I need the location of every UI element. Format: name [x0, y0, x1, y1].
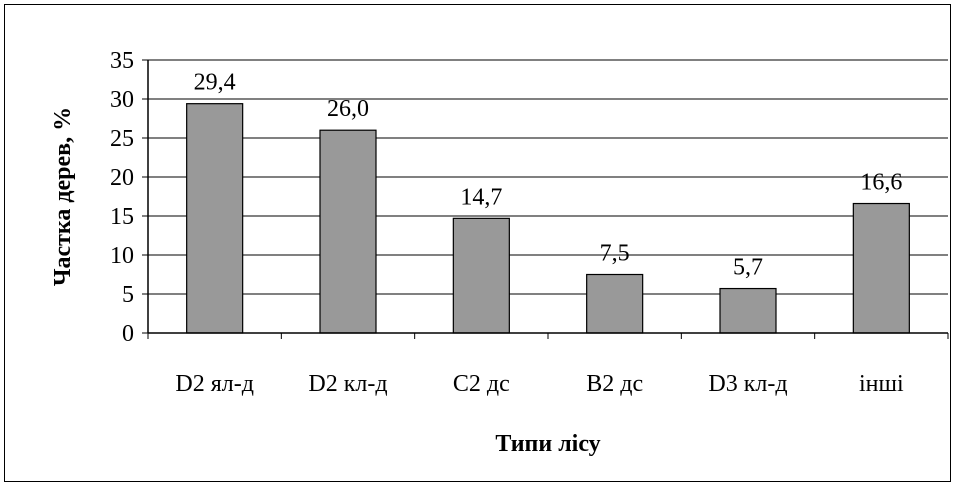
- x-tick-label: інші: [859, 371, 904, 397]
- y-axis-title: Частка дерев, %: [50, 107, 76, 286]
- y-tick-label: 10: [110, 243, 134, 269]
- bar: [852, 202, 910, 334]
- y-tick-label: 0: [122, 321, 134, 347]
- bar: [586, 273, 644, 334]
- data-label: 16,6: [860, 170, 902, 196]
- axes: [142, 59, 949, 339]
- x-axis-title: Типи лісу: [495, 431, 600, 457]
- bar: [719, 287, 777, 334]
- data-label: 7,5: [600, 241, 630, 267]
- x-tick-label: D3 кл-д: [708, 371, 787, 397]
- bars: [186, 103, 910, 334]
- data-label: 5,7: [733, 255, 763, 281]
- bar: [186, 103, 244, 334]
- data-labels: 29,4 26,0 14,7 7,5 5,7 16,6: [194, 70, 903, 281]
- y-tick-label: 35: [110, 48, 134, 74]
- x-tick-label: D2 кл-д: [308, 371, 387, 397]
- bar: [452, 217, 510, 334]
- bar: [319, 129, 377, 334]
- data-label: 29,4: [194, 70, 236, 96]
- gridlines: [148, 59, 948, 295]
- data-label: 26,0: [327, 96, 369, 122]
- x-tick-label: B2 дс: [586, 371, 643, 397]
- y-tick-labels: 0 5 10 15 20 25 30 35: [110, 48, 134, 347]
- y-tick-label: 15: [110, 204, 134, 230]
- x-tick-label: D2 ял-д: [175, 371, 254, 397]
- y-tick-label: 20: [110, 165, 134, 191]
- y-tick-label: 25: [110, 126, 134, 152]
- data-label: 14,7: [460, 184, 502, 210]
- x-tick-label: C2 дс: [453, 371, 510, 397]
- y-tick-label: 5: [122, 282, 134, 308]
- y-tick-label: 30: [110, 87, 134, 113]
- x-tick-labels: D2 ял-д D2 кл-д C2 дс B2 дс D3 кл-д інші: [175, 371, 904, 397]
